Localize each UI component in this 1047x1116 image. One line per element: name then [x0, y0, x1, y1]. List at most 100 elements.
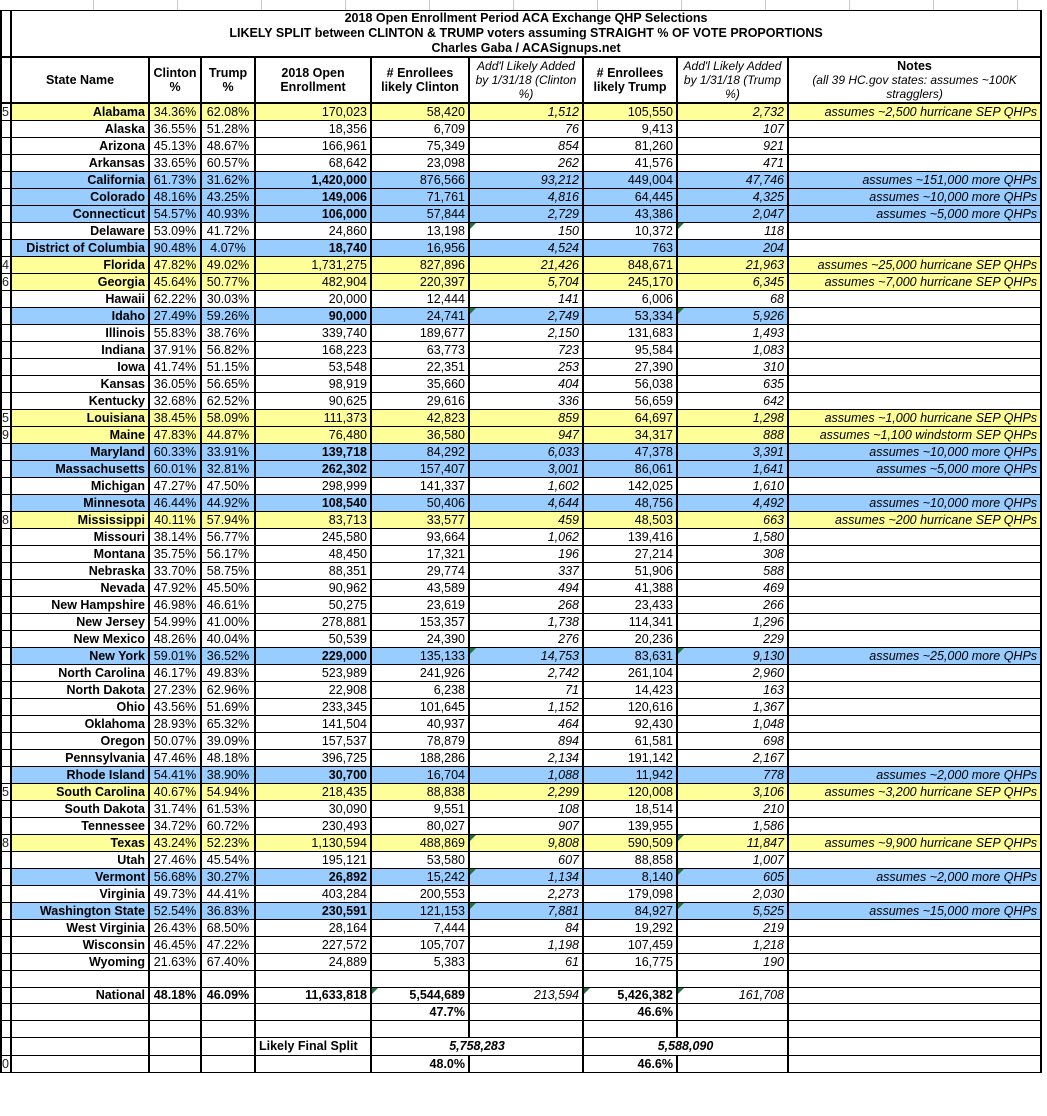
- cell-clinton-pct[interactable]: 36.05%: [148, 375, 202, 393]
- cell-trump-pct[interactable]: 62.96%: [200, 681, 256, 699]
- cell-addl-clinton[interactable]: 14,753: [468, 647, 584, 665]
- cell-note[interactable]: assumes ~200 hurricane SEP QHPs: [786, 511, 1043, 529]
- cell-trump-pct[interactable]: 40.93%: [200, 205, 256, 223]
- cell-enrollees-clinton[interactable]: 40,937: [370, 715, 470, 733]
- cell-clinton-pct[interactable]: 45.64%: [148, 273, 202, 291]
- cell-enrollees-trump[interactable]: 27,390: [582, 358, 678, 376]
- cell-addl-clinton[interactable]: 494: [468, 579, 584, 597]
- cell-addl-trump[interactable]: 3,106: [676, 783, 789, 801]
- cell-enrollees-clinton[interactable]: 153,357: [370, 613, 470, 631]
- cell-enrollment[interactable]: 149,006: [254, 188, 372, 206]
- cell-enrollees-clinton[interactable]: 88,838: [370, 783, 470, 801]
- cell-clinton-pct[interactable]: 34.36%: [148, 102, 202, 121]
- cell-enrollment[interactable]: 50,275: [254, 596, 372, 614]
- cell-enrollees-clinton[interactable]: 827,896: [370, 256, 470, 274]
- cell-clinton-pct[interactable]: 37.91%: [148, 341, 202, 359]
- cell-state[interactable]: Maryland: [10, 443, 150, 461]
- cell-state[interactable]: Minnesota: [10, 494, 150, 512]
- cell-trump-pct[interactable]: 59.26%: [200, 307, 256, 325]
- cell-clinton-pct[interactable]: 55.83%: [148, 324, 202, 342]
- cell-state[interactable]: Mississippi: [10, 511, 150, 529]
- cell-enrollees-trump[interactable]: 27,214: [582, 545, 678, 563]
- cell-enrollment[interactable]: 141,504: [254, 715, 372, 733]
- cell-enrollees-trump[interactable]: 64,697: [582, 409, 678, 427]
- cell-clinton-pct[interactable]: 40.11%: [148, 511, 202, 529]
- cell-note[interactable]: [786, 817, 1043, 835]
- cell-enrollment[interactable]: 88,351: [254, 562, 372, 580]
- cell-final-clinton-total[interactable]: 5,758,283: [370, 1037, 584, 1056]
- cell-note[interactable]: assumes ~3,200 hurricane SEP QHPs: [786, 783, 1043, 801]
- cell-addl-clinton[interactable]: 141: [468, 290, 584, 308]
- cell-enrollees-clinton[interactable]: 78,879: [370, 732, 470, 750]
- cell-note[interactable]: assumes ~10,000 more QHPs: [786, 188, 1043, 206]
- cell-note[interactable]: [786, 120, 1043, 138]
- cell-note[interactable]: [786, 375, 1043, 393]
- cell-trump-pct[interactable]: 50.77%: [200, 273, 256, 291]
- cell-state[interactable]: Iowa: [10, 358, 150, 376]
- cell-enrollment[interactable]: 195,121: [254, 851, 372, 869]
- cell-note[interactable]: assumes ~5,000 more QHPs: [786, 460, 1043, 478]
- cell-enrollment[interactable]: 298,999: [254, 477, 372, 495]
- cell-enrollment[interactable]: 168,223: [254, 341, 372, 359]
- cell-addl-trump[interactable]: 1,007: [676, 851, 789, 869]
- cell-addl-clinton[interactable]: 108: [468, 800, 584, 818]
- cell-clinton-pct[interactable]: 53.09%: [148, 222, 202, 240]
- cell-addl-clinton[interactable]: 2,134: [468, 749, 584, 767]
- cell-addl-trump[interactable]: 107: [676, 120, 789, 138]
- cell-enrollees-trump[interactable]: 81,260: [582, 137, 678, 155]
- cell-addl-clinton[interactable]: 1,152: [468, 698, 584, 716]
- cell-addl-clinton[interactable]: 894: [468, 732, 584, 750]
- cell-enrollment[interactable]: 108,540: [254, 494, 372, 512]
- cell-state[interactable]: New Mexico: [10, 630, 150, 648]
- cell-note[interactable]: [786, 681, 1043, 699]
- cell-trump-pct[interactable]: 58.75%: [200, 562, 256, 580]
- cell-state[interactable]: Utah: [10, 851, 150, 869]
- cell-state[interactable]: Arizona: [10, 137, 150, 155]
- cell-state[interactable]: North Carolina: [10, 664, 150, 682]
- cell-enrollment[interactable]: 230,493: [254, 817, 372, 835]
- cell-state[interactable]: Nebraska: [10, 562, 150, 580]
- cell-enrollees-trump[interactable]: 449,004: [582, 171, 678, 189]
- cell-enrollment[interactable]: 22,908: [254, 681, 372, 699]
- cell-note[interactable]: [786, 613, 1043, 631]
- cell-enrollment[interactable]: 28,164: [254, 919, 372, 937]
- cell-enrollees-trump[interactable]: 19,292: [582, 919, 678, 937]
- cell-enrollment[interactable]: 1,731,275: [254, 256, 372, 274]
- cell-note[interactable]: [786, 477, 1043, 495]
- cell-note[interactable]: [786, 596, 1043, 614]
- cell-addl-trump[interactable]: 6,345: [676, 273, 789, 291]
- cell-note[interactable]: assumes ~2,500 hurricane SEP QHPs: [786, 102, 1043, 121]
- cell-trump-pct[interactable]: 67.40%: [200, 953, 256, 971]
- cell-addl-clinton[interactable]: 150: [468, 222, 584, 240]
- cell-trump-pct[interactable]: 30.03%: [200, 290, 256, 308]
- cell-addl-trump[interactable]: 1,610: [676, 477, 789, 495]
- cell-enrollees-trump[interactable]: 18,514: [582, 800, 678, 818]
- cell-enrollees-clinton[interactable]: 23,619: [370, 596, 470, 614]
- cell-enrollment[interactable]: 24,889: [254, 953, 372, 971]
- cell-addl-trump[interactable]: 229: [676, 630, 789, 648]
- cell-enrollees-clinton[interactable]: 24,390: [370, 630, 470, 648]
- cell-enrollees-trump[interactable]: 5,426,382: [582, 987, 678, 1004]
- cell-note[interactable]: [786, 800, 1043, 818]
- cell-clinton-pct[interactable]: 48.18%: [148, 987, 202, 1004]
- cell-addl-clinton[interactable]: 1,062: [468, 528, 584, 546]
- cell-enrollees-clinton[interactable]: 84,292: [370, 443, 470, 461]
- cell-trump-pct[interactable]: 49.02%: [200, 256, 256, 274]
- cell-addl-clinton[interactable]: 2,299: [468, 783, 584, 801]
- cell-trump-pct[interactable]: 44.87%: [200, 426, 256, 444]
- cell-state[interactable]: Alaska: [10, 120, 150, 138]
- cell-enrollees-trump[interactable]: 51,906: [582, 562, 678, 580]
- cell-trump-pct[interactable]: 56.77%: [200, 528, 256, 546]
- cell-addl-clinton[interactable]: 253: [468, 358, 584, 376]
- cell-trump-pct[interactable]: 58.09%: [200, 409, 256, 427]
- cell-enrollment[interactable]: 1,420,000: [254, 171, 372, 189]
- cell-clinton-pct[interactable]: 47.46%: [148, 749, 202, 767]
- cell-clinton-pct[interactable]: 60.01%: [148, 460, 202, 478]
- cell-addl-trump[interactable]: 2,030: [676, 885, 789, 903]
- cell-clinton-pct[interactable]: 27.46%: [148, 851, 202, 869]
- cell-enrollees-clinton[interactable]: 29,616: [370, 392, 470, 410]
- cell-state[interactable]: Oklahoma: [10, 715, 150, 733]
- cell-addl-clinton[interactable]: 7,881: [468, 902, 584, 920]
- cell-clinton-pct[interactable]: 31.74%: [148, 800, 202, 818]
- cell-addl-trump[interactable]: 698: [676, 732, 789, 750]
